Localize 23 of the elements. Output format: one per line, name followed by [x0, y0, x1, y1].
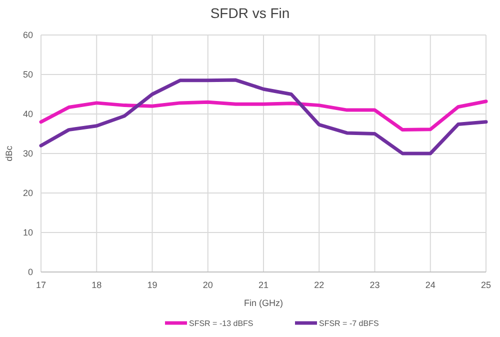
y-tick-label: 50 [22, 70, 33, 80]
x-tick-label: 23 [370, 280, 380, 290]
y-tick-label: 0 [28, 267, 33, 278]
x-tick-label: 24 [425, 280, 436, 290]
y-axis-title: dBc [4, 145, 14, 162]
x-tick-label: 17 [36, 280, 46, 290]
line-series [39, 78, 488, 156]
y-tick-label: 10 [22, 228, 33, 238]
legend-label: SFSR = -13 dBFS [189, 318, 254, 328]
x-tick-label: 21 [258, 280, 269, 290]
y-tick-label: 40 [22, 109, 33, 120]
x-tick-label: 20 [202, 280, 213, 290]
x-axis-title: Fin (GHz) [244, 298, 283, 308]
legend-label: SFSR = -7 dBFS [319, 318, 379, 328]
line-series [39, 100, 488, 132]
x-tick-label: 19 [147, 280, 158, 290]
y-tick-label: 20 [22, 188, 33, 198]
x-tick-label: 18 [92, 280, 102, 290]
y-tick-label: 60 [22, 30, 33, 40]
y-tick-label: 30 [22, 148, 33, 159]
x-tick-label: 22 [314, 280, 324, 290]
x-tick-label: 25 [480, 280, 492, 290]
chart-title: SFDR vs Fin [210, 5, 290, 21]
